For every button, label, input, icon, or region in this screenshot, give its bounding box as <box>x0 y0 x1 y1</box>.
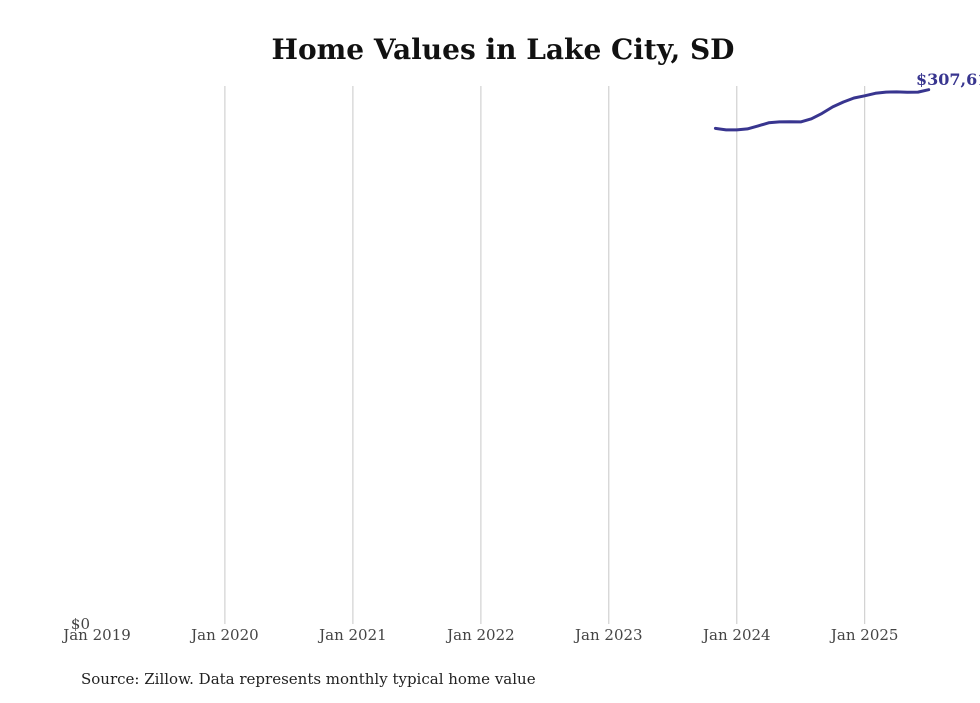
x-tick-label-2023: Jan 2023 <box>573 626 643 644</box>
x-tick-label-2022: Jan 2022 <box>445 626 515 644</box>
x-tick-label-2025: Jan 2025 <box>829 626 899 644</box>
x-tick-label-2021: Jan 2021 <box>317 626 387 644</box>
y-tick-label-0: $0 <box>71 615 90 633</box>
x-tick-label-2024: Jan 2024 <box>701 626 771 644</box>
x-tick-label-2019: Jan 2019 <box>61 626 131 644</box>
series-line-home-value <box>713 88 931 132</box>
x-tick-label-2020: Jan 2020 <box>189 626 259 644</box>
series-end-value-label: $307,610 <box>916 70 980 89</box>
grid-lines <box>224 86 866 624</box>
x-axis-ticks: Jan 2019 Jan 2020 Jan 2021 Jan 2022 Jan 2023… <box>61 626 898 644</box>
source-note: Source: Zillow. Data represents monthly … <box>81 670 536 688</box>
chart-title: Home Values in Lake City, SD <box>272 33 735 66</box>
